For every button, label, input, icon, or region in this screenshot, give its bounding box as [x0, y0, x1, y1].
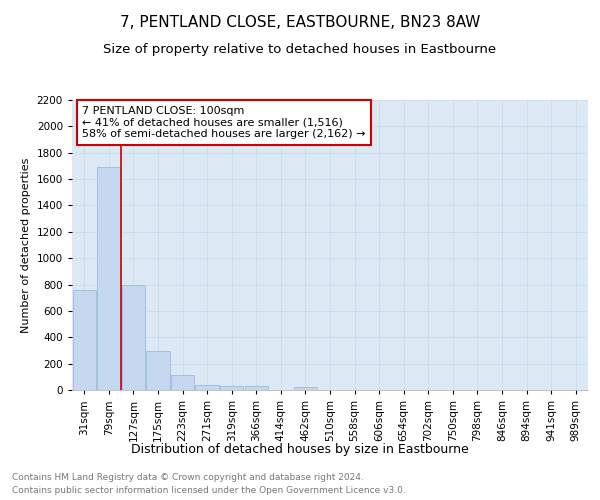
Text: Size of property relative to detached houses in Eastbourne: Size of property relative to detached ho…: [103, 42, 497, 56]
Text: 7, PENTLAND CLOSE, EASTBOURNE, BN23 8AW: 7, PENTLAND CLOSE, EASTBOURNE, BN23 8AW: [120, 15, 480, 30]
Bar: [171, 375, 194, 390]
Bar: [196, 384, 219, 390]
Bar: [146, 351, 170, 390]
Bar: [122, 284, 145, 390]
Bar: [220, 386, 244, 390]
Text: Contains HM Land Registry data © Crown copyright and database right 2024.: Contains HM Land Registry data © Crown c…: [12, 472, 364, 482]
Bar: [73, 290, 96, 390]
Text: 7 PENTLAND CLOSE: 100sqm
← 41% of detached houses are smaller (1,516)
58% of sem: 7 PENTLAND CLOSE: 100sqm ← 41% of detach…: [82, 106, 366, 139]
Bar: [245, 386, 268, 390]
Text: Contains public sector information licensed under the Open Government Licence v3: Contains public sector information licen…: [12, 486, 406, 495]
Text: Distribution of detached houses by size in Eastbourne: Distribution of detached houses by size …: [131, 442, 469, 456]
Y-axis label: Number of detached properties: Number of detached properties: [21, 158, 31, 332]
Bar: [294, 388, 317, 390]
Bar: [97, 167, 121, 390]
